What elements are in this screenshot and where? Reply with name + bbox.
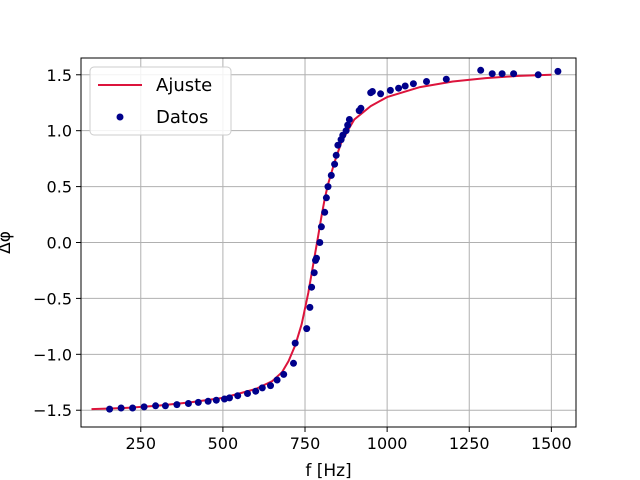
data-point [386,86,394,94]
data-point [313,254,320,262]
legend: Ajuste Datos [89,66,232,136]
data-point [534,71,542,79]
y-tick-label: 1.0 [47,122,72,141]
data-point [267,382,274,390]
data-point [332,151,340,159]
data-point [342,127,350,135]
x-tick-label: 250 [126,434,157,453]
data-point [322,194,330,202]
data-point [140,403,148,411]
data-point [331,160,339,168]
data-point [423,78,430,85]
x-tick-label: 1000 [367,434,408,453]
x-tick-label: 750 [290,434,321,453]
data-point [401,82,409,90]
data-point [327,171,335,179]
data-point [306,303,314,311]
data-point [554,67,562,75]
data-point [377,90,385,98]
data-point [291,339,299,347]
data-points-layer [106,66,562,413]
data-point [321,208,329,216]
data-point [488,70,496,78]
data-point [442,75,450,83]
x-tick-label: 1250 [449,434,490,453]
data-point [357,104,365,112]
data-point [252,387,260,395]
data-point [409,80,417,88]
x-tick-label: 500 [208,434,239,453]
data-point [212,396,220,404]
y-tick-label: 0.5 [47,178,72,197]
x-tick-label: 1500 [531,434,572,453]
data-point [395,84,403,92]
data-point [308,283,316,291]
data-point [280,370,288,378]
data-point [204,397,212,405]
data-point [344,121,352,129]
x-axis-label: f [Hz] [305,461,351,480]
data-point [106,405,114,413]
y-tick-label: 0.0 [47,234,72,253]
data-point [244,390,251,397]
data-point [368,88,376,95]
legend-data-swatch [116,113,124,121]
x-axis-ticks: 250 500 750 1000 1250 1500 [126,427,572,453]
data-point [324,183,332,191]
data-point [316,239,324,246]
data-point [317,223,325,231]
data-point [161,402,169,410]
data-point [129,404,137,412]
data-point [117,404,125,412]
data-point [184,400,192,407]
legend-data-label: Datos [156,107,208,128]
data-point [226,394,233,402]
data-point [258,384,266,392]
data-point [498,70,506,78]
y-tick-label: −0.5 [33,289,72,308]
y-tick-label: 1.5 [47,66,72,85]
data-point [510,70,518,78]
data-point [345,116,353,123]
data-point [303,325,311,333]
data-point [310,269,318,277]
data-point [334,141,342,149]
y-axis-label: Δφ [0,231,15,254]
data-point [194,398,202,406]
data-point [173,401,181,409]
data-point [477,66,485,74]
y-tick-label: −1.0 [33,345,72,364]
y-axis-ticks: −1.5 −1.0 −0.5 0.0 0.5 1.0 1.5 [33,66,81,420]
data-point [152,402,160,410]
data-point [273,376,281,384]
data-point [290,359,297,367]
legend-fit-label: Ajuste [156,75,212,96]
data-point [234,392,242,400]
y-tick-label: −1.5 [33,401,72,420]
